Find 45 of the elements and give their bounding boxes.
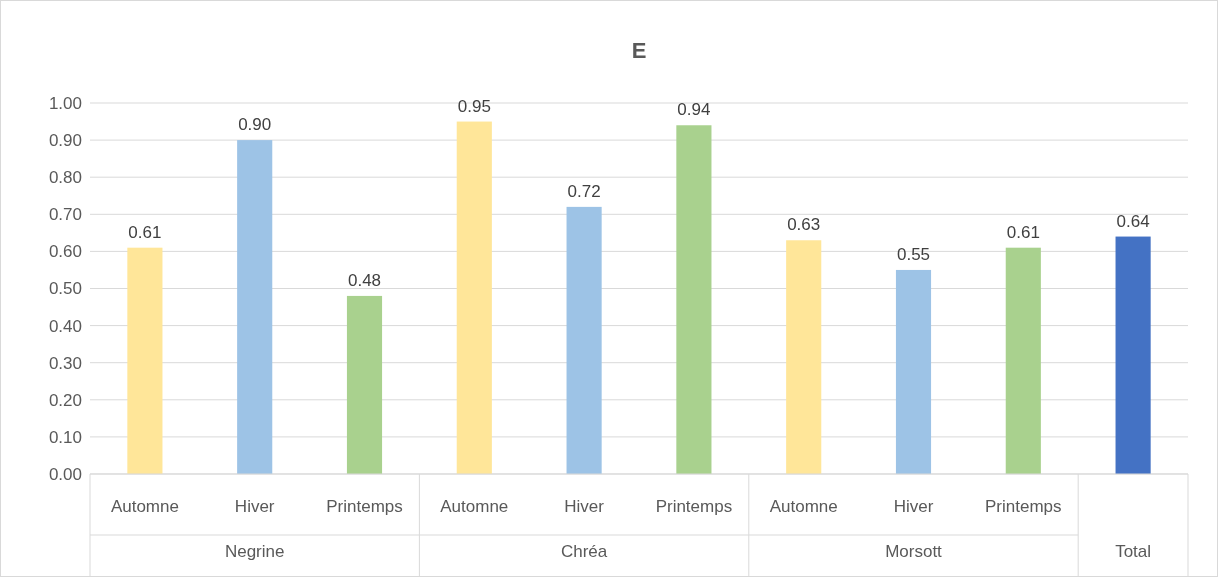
- bar: [786, 240, 822, 474]
- bar: [346, 295, 383, 474]
- bar: [566, 206, 602, 474]
- y-tick-label: 0.90: [48, 131, 82, 151]
- text: Total: [1115, 542, 1152, 561]
- y-tick-label: 0.20: [48, 390, 82, 410]
- text: Morsott: [885, 542, 943, 561]
- bar: [237, 140, 273, 474]
- data-label: 0.94: [677, 100, 711, 120]
- text: Chréa: [560, 542, 608, 561]
- y-tick-label: 0.80: [48, 168, 82, 188]
- data-label: 0.72: [567, 181, 601, 201]
- y-tick-label: 0.30: [48, 353, 82, 373]
- data-label: 0.64: [1116, 211, 1150, 231]
- y-tick-label: 1.00: [48, 93, 82, 113]
- text: Negrine: [224, 542, 285, 561]
- bar: [127, 247, 163, 474]
- data-label: 0.63: [787, 215, 821, 235]
- data-label: 0.95: [457, 96, 491, 116]
- data-label: 0.48: [347, 270, 382, 290]
- x-tick-label: Printemps: [985, 497, 1062, 516]
- x-tick-label: Hiver: [564, 497, 605, 516]
- y-tick-label: 0.40: [48, 316, 82, 336]
- x-tick-label: Printemps: [326, 497, 403, 516]
- x-tick-label: Hiver: [234, 497, 275, 516]
- bar: [676, 125, 712, 474]
- y-tick-label: 0.60: [48, 242, 82, 262]
- x-tick-label: Hiver: [893, 497, 934, 516]
- x-tick-label: Automne: [110, 497, 179, 516]
- data-label: 0.61: [1006, 222, 1040, 242]
- y-tick-label: 0.50: [48, 279, 82, 299]
- bar: [895, 269, 932, 474]
- data-label: 0.55: [896, 244, 931, 264]
- bar: [1115, 236, 1151, 474]
- chart-title: E: [631, 38, 647, 63]
- y-tick-label: 0.10: [48, 427, 82, 447]
- data-label: 0.61: [128, 222, 162, 242]
- x-tick-label: Automne: [440, 497, 509, 516]
- y-tick-label: 0.00: [48, 464, 82, 484]
- data-label: 0.90: [238, 115, 272, 135]
- x-tick-label: Automne: [769, 497, 838, 516]
- bar: [1005, 247, 1041, 474]
- y-tick-label: 0.70: [48, 205, 82, 225]
- bar: [456, 121, 492, 474]
- x-tick-label: Printemps: [655, 497, 733, 516]
